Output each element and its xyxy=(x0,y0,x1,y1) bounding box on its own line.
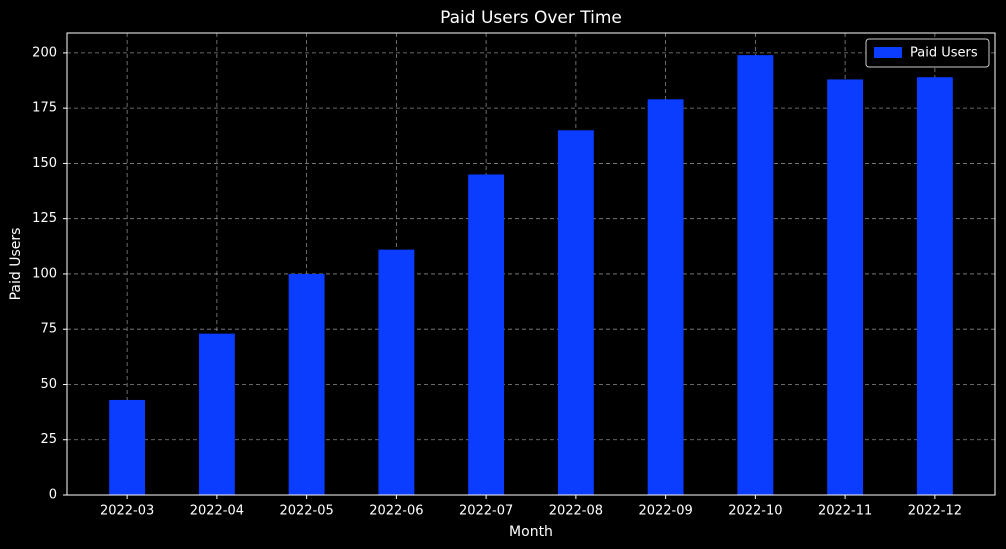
chart-title: Paid Users Over Time xyxy=(440,8,622,28)
x-tick-label: 2022-09 xyxy=(638,504,692,519)
y-tick-label: 75 xyxy=(40,322,57,337)
legend-label: Paid Users xyxy=(910,46,978,61)
bar xyxy=(916,77,953,496)
x-tick-label: 2022-08 xyxy=(549,504,603,519)
y-axis-label: Paid Users xyxy=(8,228,24,301)
bar xyxy=(557,130,594,495)
legend-swatch xyxy=(874,47,902,58)
bar xyxy=(198,333,235,495)
x-tick-label: 2022-04 xyxy=(190,504,244,519)
y-tick-label: 50 xyxy=(40,377,57,392)
bar xyxy=(378,249,415,495)
x-tick-label: 2022-03 xyxy=(100,504,154,519)
y-tick-label: 100 xyxy=(32,266,57,281)
x-axis-label: Month xyxy=(509,524,553,540)
bar xyxy=(647,99,684,495)
plot-frame xyxy=(66,32,996,496)
y-tick-label: 150 xyxy=(32,156,57,171)
y-tick-label: 25 xyxy=(40,432,57,447)
y-tick-label: 125 xyxy=(32,211,57,226)
bar xyxy=(737,55,774,496)
x-tick-label: 2022-07 xyxy=(459,504,513,519)
bar xyxy=(109,399,146,495)
bar xyxy=(288,273,325,495)
x-tick-label: 2022-11 xyxy=(818,504,872,519)
bar xyxy=(827,79,864,495)
bar xyxy=(468,174,505,495)
x-tick-label: 2022-06 xyxy=(369,504,423,519)
y-tick-label: 0 xyxy=(49,488,57,503)
x-tick-label: 2022-05 xyxy=(279,504,333,519)
y-tick-label: 175 xyxy=(32,101,57,116)
x-tick-label: 2022-10 xyxy=(728,504,782,519)
legend: Paid Users xyxy=(865,38,990,68)
x-tick-label: 2022-12 xyxy=(908,504,962,519)
legend-box xyxy=(865,38,990,68)
y-tick-label: 200 xyxy=(32,45,57,60)
